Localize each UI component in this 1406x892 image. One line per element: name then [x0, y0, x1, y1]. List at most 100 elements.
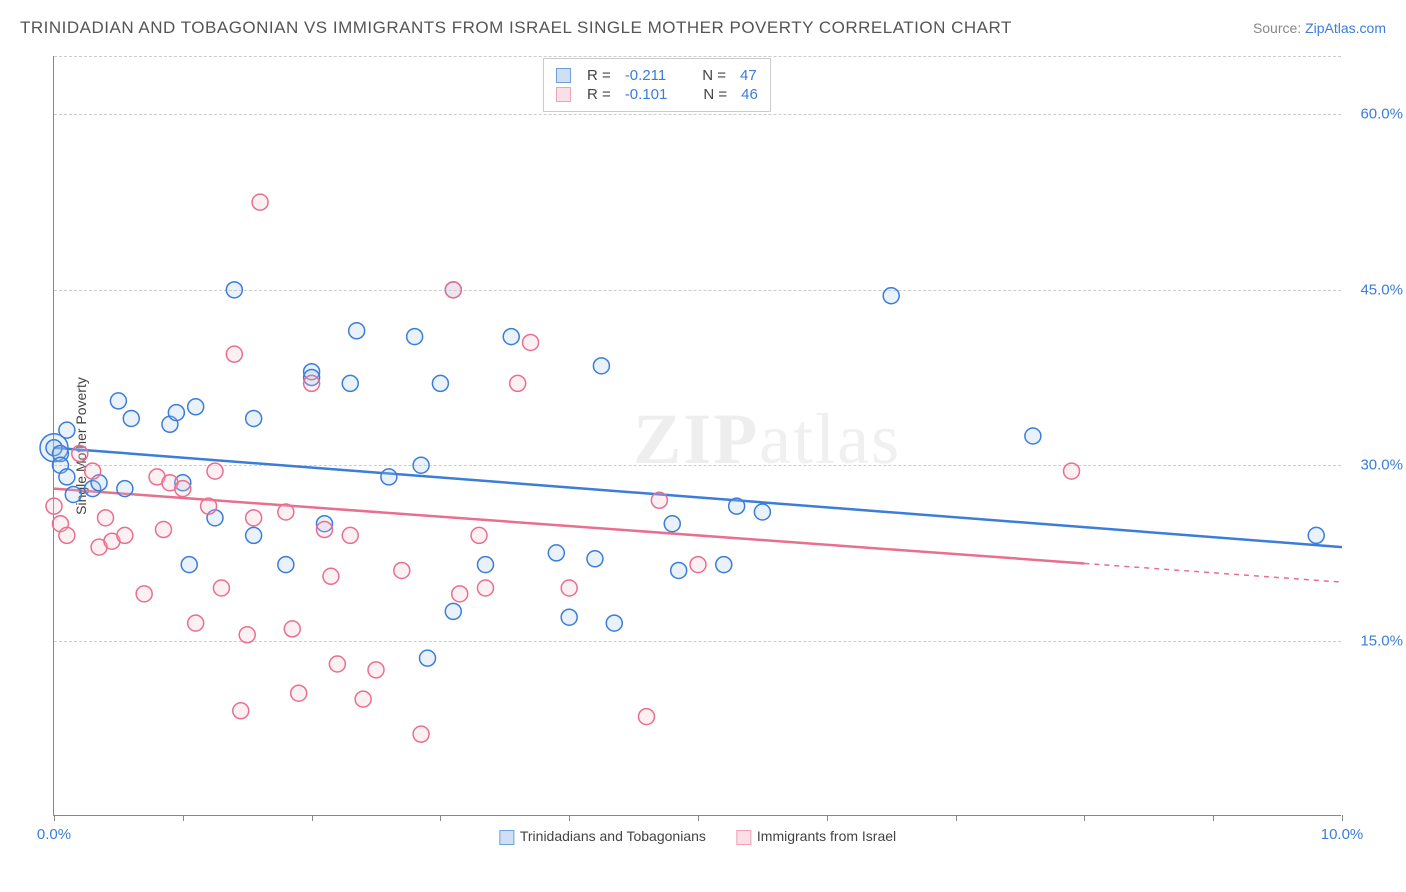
data-point — [117, 481, 133, 497]
data-point — [246, 510, 262, 526]
chart-title: TRINIDADIAN AND TOBAGONIAN VS IMMIGRANTS… — [20, 18, 1012, 38]
x-tick-mark — [1213, 815, 1214, 821]
data-point — [1025, 428, 1041, 444]
data-point — [291, 685, 307, 701]
data-point — [168, 405, 184, 421]
data-point — [98, 510, 114, 526]
y-tick-label: 45.0% — [1360, 281, 1403, 298]
data-point — [342, 527, 358, 543]
legend-n-label: N = — [703, 86, 727, 103]
legend-swatch — [736, 830, 751, 845]
data-point — [136, 586, 152, 602]
data-point — [420, 650, 436, 666]
data-point — [65, 486, 81, 502]
data-point — [355, 691, 371, 707]
data-point — [349, 323, 365, 339]
x-tick-mark — [1342, 815, 1343, 821]
data-point — [883, 288, 899, 304]
data-point — [207, 463, 223, 479]
data-point — [246, 527, 262, 543]
data-point — [252, 194, 268, 210]
legend-r-value: -0.211 — [625, 67, 666, 84]
data-point — [188, 615, 204, 631]
data-point — [46, 498, 62, 514]
data-point — [323, 568, 339, 584]
x-tick-mark — [183, 815, 184, 821]
data-point — [1308, 527, 1324, 543]
y-tick-label: 60.0% — [1360, 106, 1403, 123]
legend-n-label: N = — [702, 67, 726, 84]
scatter-points-group — [40, 194, 1324, 742]
data-point — [59, 527, 75, 543]
legend-n-value: 46 — [741, 86, 758, 103]
source-prefix: Source: — [1253, 20, 1305, 36]
data-point — [368, 662, 384, 678]
data-point — [175, 481, 191, 497]
data-point — [278, 557, 294, 573]
data-point — [729, 498, 745, 514]
bottom-legend-label: Trinidadians and Tobagonians — [520, 828, 706, 844]
x-tick-mark — [698, 815, 699, 821]
data-point — [445, 603, 461, 619]
data-point — [561, 580, 577, 596]
plot-area: ZIPatlas 15.0%30.0%45.0%60.0% 0.0%10.0% … — [53, 56, 1341, 816]
data-point — [59, 469, 75, 485]
data-point — [155, 522, 171, 538]
data-point — [226, 282, 242, 298]
x-tick-label: 10.0% — [1321, 826, 1364, 843]
data-point — [85, 463, 101, 479]
bottom-legend-item: Immigrants from Israel — [736, 828, 896, 845]
data-point — [110, 393, 126, 409]
data-point — [523, 334, 539, 350]
data-point — [381, 469, 397, 485]
bottom-legend-label: Immigrants from Israel — [757, 828, 896, 844]
x-tick-mark — [569, 815, 570, 821]
data-point — [561, 609, 577, 625]
series-legend: Trinidadians and Tobagonians Immigrants f… — [499, 828, 896, 845]
bottom-legend-item: Trinidadians and Tobagonians — [499, 828, 706, 845]
data-point — [413, 726, 429, 742]
legend-row: R = -0.211 N = 47 — [556, 67, 758, 84]
data-point — [587, 551, 603, 567]
source-attribution: Source: ZipAtlas.com — [1253, 20, 1386, 36]
data-point — [471, 527, 487, 543]
data-point — [664, 516, 680, 532]
x-tick-mark — [956, 815, 957, 821]
data-point — [72, 446, 88, 462]
data-point — [284, 621, 300, 637]
legend-r-label: R = — [587, 86, 611, 103]
data-point — [593, 358, 609, 374]
data-point — [304, 375, 320, 391]
data-point — [651, 492, 667, 508]
data-point — [316, 522, 332, 538]
data-point — [246, 410, 262, 426]
data-point — [477, 580, 493, 596]
data-point — [226, 346, 242, 362]
data-point — [329, 656, 345, 672]
source-link[interactable]: ZipAtlas.com — [1305, 20, 1386, 36]
y-tick-label: 15.0% — [1360, 632, 1403, 649]
trend-line-dashed — [1084, 563, 1342, 582]
data-point — [445, 282, 461, 298]
data-point — [233, 703, 249, 719]
data-point — [181, 557, 197, 573]
chart-svg — [54, 56, 1341, 815]
data-point — [201, 498, 217, 514]
legend-r-label: R = — [587, 67, 611, 84]
data-point — [503, 329, 519, 345]
data-point — [690, 557, 706, 573]
data-point — [754, 504, 770, 520]
data-point — [188, 399, 204, 415]
data-point — [407, 329, 423, 345]
x-tick-mark — [440, 815, 441, 821]
data-point — [413, 457, 429, 473]
data-point — [716, 557, 732, 573]
data-point — [342, 375, 358, 391]
x-tick-mark — [827, 815, 828, 821]
x-tick-mark — [312, 815, 313, 821]
data-point — [452, 586, 468, 602]
legend-n-value: 47 — [740, 67, 757, 84]
data-point — [394, 562, 410, 578]
data-point — [59, 422, 75, 438]
y-tick-label: 30.0% — [1360, 457, 1403, 474]
